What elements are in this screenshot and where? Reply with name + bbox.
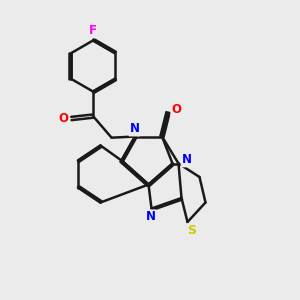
Text: O: O [171, 103, 182, 116]
Text: O: O [58, 112, 68, 125]
Text: N: N [129, 122, 140, 136]
Text: N: N [146, 210, 156, 224]
Text: F: F [89, 24, 97, 38]
Text: S: S [188, 224, 196, 238]
Text: N: N [182, 153, 192, 167]
